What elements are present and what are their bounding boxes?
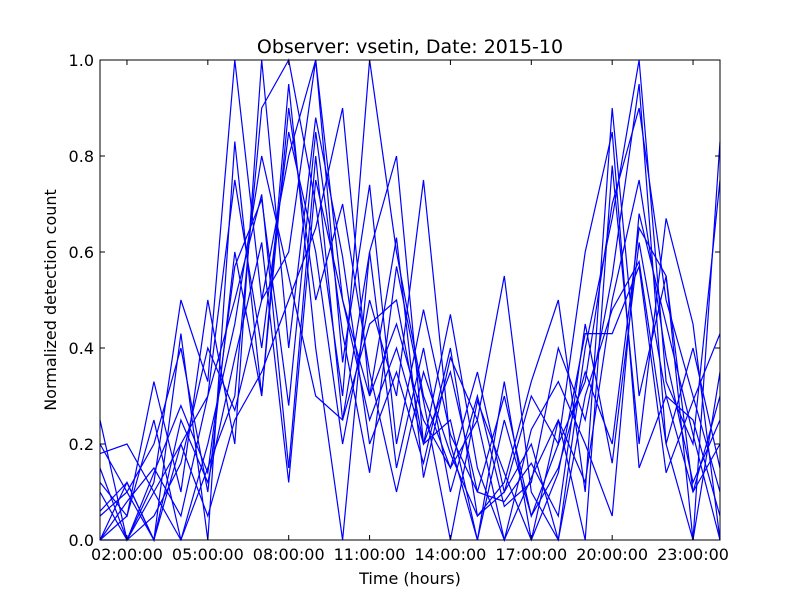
y-tick-label: 0.6 xyxy=(69,243,94,262)
series-line-8 xyxy=(99,83,721,541)
y-axis-title: Normalized detection count xyxy=(41,189,60,411)
y-tick-label: 1.0 xyxy=(69,51,94,70)
x-tick-label: 08:00:00 xyxy=(253,545,325,564)
x-tick-label: 17:00:00 xyxy=(495,545,567,564)
series-line-7 xyxy=(99,107,721,518)
y-tick-label: 0.0 xyxy=(69,531,94,550)
series-line-5 xyxy=(99,155,721,543)
x-tick-label: 02:00:00 xyxy=(91,545,163,564)
series-layer xyxy=(99,58,721,543)
x-tick-label: 14:00:00 xyxy=(415,545,487,564)
ticks-layer: 02:00:00 05:00:00 08:00:00 11:00:00 14:00:00… xyxy=(69,51,729,564)
x-tick-label: 11:00:00 xyxy=(334,545,406,564)
plot-area-frame xyxy=(99,59,721,541)
series-line-9 xyxy=(99,59,721,541)
x-tick-label: 23:00:00 xyxy=(657,545,729,564)
x-tick-label: 05:00:00 xyxy=(172,545,244,564)
series-line-10 xyxy=(99,179,721,542)
series-line-12 xyxy=(99,107,721,542)
series-line-4 xyxy=(99,59,721,541)
x-tick-label: 20:00:00 xyxy=(576,545,648,564)
chart-title: Observer: vsetin, Date: 2015-10 xyxy=(257,36,563,58)
series-line-11 xyxy=(99,131,721,541)
y-tick-label: 0.4 xyxy=(69,339,94,358)
y-tick-label: 0.8 xyxy=(69,147,94,166)
x-axis-title: Time (hours) xyxy=(358,569,461,588)
y-tick-label: 0.2 xyxy=(69,435,94,454)
